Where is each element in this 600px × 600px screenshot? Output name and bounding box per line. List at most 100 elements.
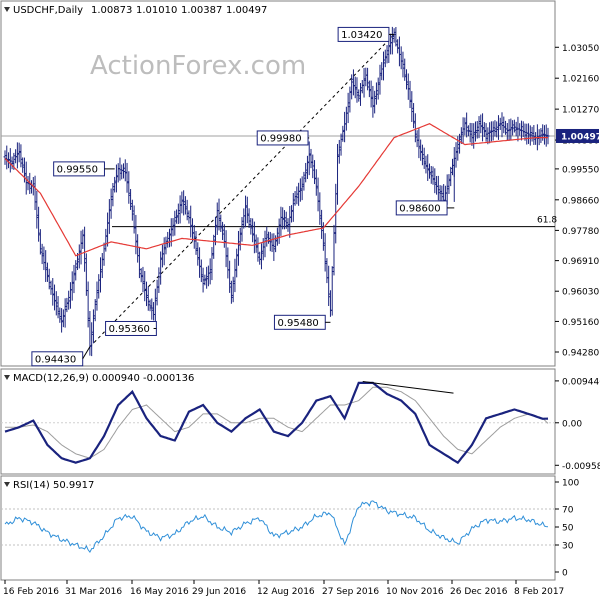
x-tick-label: 8 Feb 2017 [514, 587, 564, 597]
price-bar [38, 229, 42, 255]
open-value: 1.00873 [91, 5, 132, 16]
price-bar [17, 142, 21, 163]
level-label-text: 0.95360 [109, 324, 150, 335]
price-bar [362, 67, 366, 98]
price-bar [201, 267, 205, 293]
price-bar [141, 266, 145, 293]
price-bar [175, 209, 179, 224]
price-bar [173, 210, 177, 236]
price-bar [488, 122, 492, 144]
price-bar [148, 299, 152, 312]
price-bar [176, 203, 180, 225]
symbol-label: USDCHF,Daily [13, 5, 83, 16]
price-bar [429, 166, 433, 184]
price-bar [459, 127, 463, 144]
price-bar [420, 144, 424, 166]
price-bar [447, 174, 451, 194]
price-bar [422, 147, 426, 169]
price-bar [539, 128, 543, 144]
price-bar [454, 142, 458, 168]
price-bar [76, 253, 80, 271]
level-label: 1.03420 [337, 26, 390, 42]
price-bar [189, 205, 193, 238]
x-tick-label: 26 Dec 2016 [450, 587, 508, 597]
level-label-text: 1.03420 [341, 30, 382, 41]
price-bar [431, 166, 435, 185]
price-bar [468, 122, 472, 143]
price-bar [259, 243, 263, 270]
price-bar [288, 206, 292, 238]
price-bar [472, 123, 476, 149]
price-bar [542, 125, 546, 145]
price-bar [109, 188, 113, 219]
price-bar [125, 162, 129, 193]
price-bar [256, 237, 260, 262]
price-bar [378, 64, 382, 95]
price-bar [371, 85, 375, 118]
price-y-tick-label: 1.02160 [562, 75, 599, 85]
price-bar [390, 26, 394, 55]
price-bar [185, 199, 189, 221]
price-bar [496, 115, 500, 140]
price-bar [111, 182, 115, 207]
level-label-text: 0.99980 [260, 133, 301, 144]
price-bar [433, 168, 437, 194]
rsi-plot [1, 500, 555, 554]
price-bar [387, 37, 391, 63]
level-label-box [395, 200, 448, 216]
price-bar [341, 125, 345, 142]
price-bar [150, 298, 154, 320]
price-bar [313, 160, 317, 185]
price-bar [265, 226, 269, 247]
price-bar [178, 195, 182, 224]
price-bar [61, 309, 65, 328]
price-bar [93, 299, 97, 322]
price-bar [376, 77, 380, 100]
price-bar [336, 144, 340, 205]
level-label-box [337, 26, 390, 42]
rsi-y-tick-label: 30 [562, 542, 574, 552]
price-bar [70, 271, 74, 301]
price-bar [217, 198, 221, 231]
price-bar [436, 175, 440, 201]
price-bar [65, 297, 69, 313]
price-bar [137, 247, 141, 279]
price-bar [514, 121, 518, 137]
price-bar [405, 69, 409, 90]
price-bar [327, 265, 331, 307]
price-header: USDCHF,Daily 1.00873 1.01010 1.00387 1.0… [4, 5, 267, 16]
label-leader [82, 346, 91, 360]
price-bar [203, 274, 207, 286]
price-bar [323, 233, 327, 272]
price-y-tick-label: 0.94280 [562, 349, 599, 359]
price-bar [77, 244, 81, 269]
price-bar [484, 123, 488, 142]
price-bar [355, 77, 359, 103]
level-label-text: 0.94430 [35, 354, 76, 365]
price-bar [74, 260, 78, 281]
price-bar [518, 123, 522, 136]
price-bar [238, 227, 242, 251]
level-label: 0.94430 [31, 351, 84, 367]
dropdown-arrow-icon [4, 375, 10, 380]
price-bar [320, 209, 324, 239]
rsi-y-tick-label: 0 [562, 569, 568, 579]
x-tick-label: 27 Sep 2016 [322, 587, 379, 597]
level-label-text: 0.99550 [57, 164, 98, 175]
price-bar [233, 258, 237, 293]
price-bar [491, 121, 495, 141]
price-bar [26, 175, 30, 191]
price-bar [72, 264, 76, 294]
price-bar [394, 26, 398, 47]
macd-title: MACD(12,26,9) 0.000940 -0.000136 [13, 373, 194, 384]
price-bar [337, 139, 341, 164]
price-bar [286, 218, 290, 232]
price-bar [157, 267, 161, 293]
price-bar [79, 230, 83, 265]
trendline [89, 34, 395, 348]
moving-average-line [4, 123, 548, 257]
price-bar [281, 207, 285, 230]
price-bar [475, 121, 479, 139]
price-bar [412, 103, 416, 129]
